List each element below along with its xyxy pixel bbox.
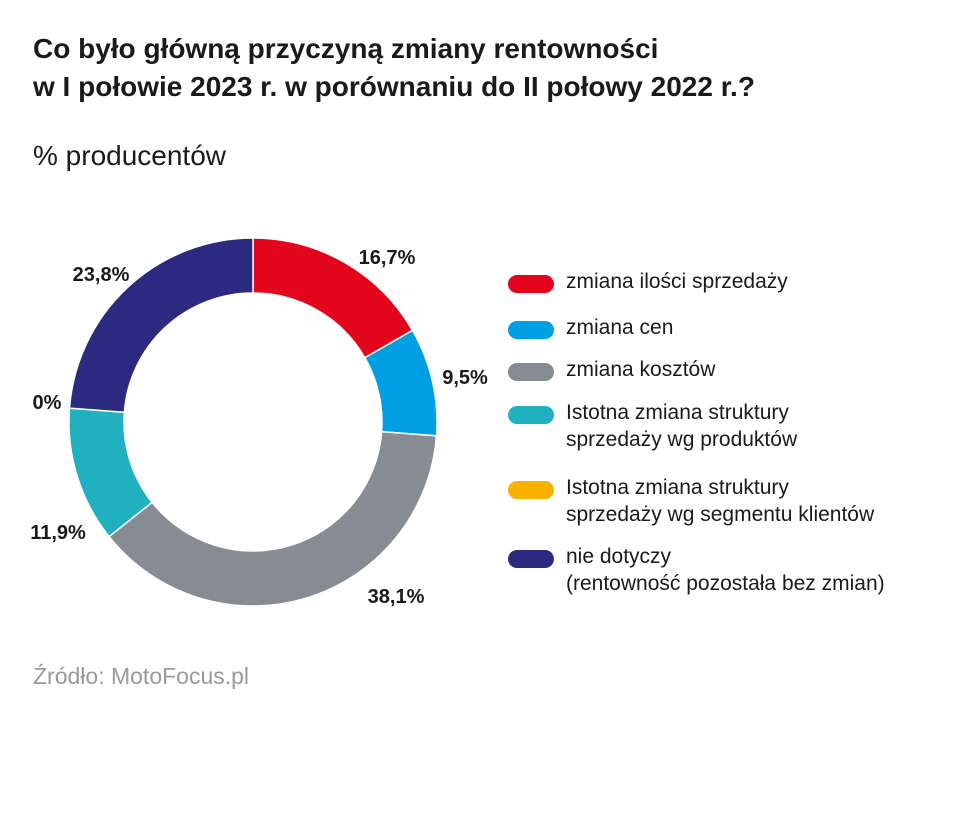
legend-swatch-sales-volume bbox=[508, 275, 554, 293]
legend-swatch-product-structure bbox=[508, 406, 554, 424]
legend-label-sales-volume: zmiana ilości sprzedaży bbox=[566, 270, 788, 293]
legend-swatch-not-applicable bbox=[508, 550, 554, 568]
legend-item-prices: zmiana cen bbox=[508, 314, 946, 341]
donut-slice-not-applicable bbox=[68, 237, 254, 414]
chart-title-line-2: w I połowie 2023 r. w porównaniu do II p… bbox=[33, 71, 755, 102]
data-label-sales-volume: 16,7% bbox=[359, 247, 416, 269]
legend-item-costs: zmiana kosztów bbox=[508, 356, 946, 383]
legend-item-client-structure: Istotna zmiana struktury sprzedaży wg se… bbox=[508, 474, 946, 528]
legend-label-costs: zmiana kosztów bbox=[566, 358, 716, 381]
donut-chart: 16,7% 9,5% 38,1% 11,9% 0% 23,8% bbox=[30, 237, 488, 608]
chart-title: Co było główną przyczyną zmiany rentowno… bbox=[33, 30, 933, 106]
source-note: Źródło: MotoFocus.pl bbox=[33, 663, 250, 689]
legend-label-product-structure: Istotna zmiana struktury sprzedaży wg pr… bbox=[566, 401, 798, 451]
legend-swatch-client-structure bbox=[508, 481, 554, 499]
data-label-costs: 38,1% bbox=[368, 586, 425, 608]
legend-label-not-applicable: nie dotyczy (rentowność pozostała bez zm… bbox=[566, 545, 885, 595]
data-label-not-applicable: 23,8% bbox=[73, 264, 130, 286]
legend-swatch-costs bbox=[508, 363, 554, 381]
data-label-client-structure: 0% bbox=[33, 392, 62, 414]
data-label-prices: 9,5% bbox=[442, 367, 488, 389]
legend-label-client-structure: Istotna zmiana struktury sprzedaży wg se… bbox=[566, 476, 875, 526]
donut-slice-costs bbox=[107, 430, 438, 607]
legend-item-not-applicable: nie dotyczy (rentowność pozostała bez zm… bbox=[508, 543, 946, 597]
legend-label-prices: zmiana cen bbox=[566, 316, 674, 339]
legend-item-product-structure: Istotna zmiana struktury sprzedaży wg pr… bbox=[508, 399, 946, 453]
legend-swatch-prices bbox=[508, 321, 554, 339]
chart-subtitle: % producentów bbox=[33, 140, 227, 171]
chart-title-line-1: Co było główną przyczyną zmiany rentowno… bbox=[33, 33, 659, 64]
data-label-product-structure: 11,9% bbox=[30, 522, 86, 544]
legend-item-sales-volume: zmiana ilości sprzedaży bbox=[508, 268, 946, 295]
